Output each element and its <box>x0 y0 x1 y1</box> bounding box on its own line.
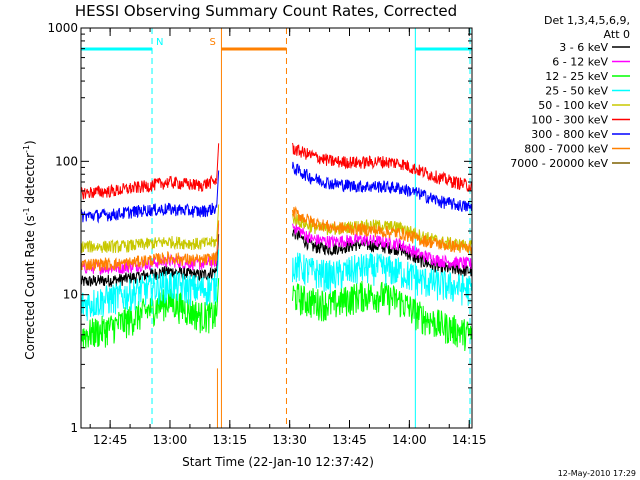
x-tick-label-4: 13:45 <box>332 433 367 447</box>
series-6-spike <box>216 170 220 208</box>
x-axis-label: Start Time (22-Jan-10 12:37:42) <box>182 455 374 469</box>
series-4-before <box>80 235 217 254</box>
series-3-spike <box>216 249 220 287</box>
legend-label-7: 800 - 7000 keV <box>524 143 608 156</box>
y-tick-label-0: 1 <box>70 421 78 435</box>
series-6-before <box>80 202 217 224</box>
legend-label-1: 6 - 12 keV <box>552 56 608 69</box>
legend-label-2: 12 - 25 keV <box>545 70 608 83</box>
series-layer <box>80 142 472 428</box>
series-0-after <box>292 227 472 277</box>
legend-label-8: 7000 - 20000 keV <box>510 157 608 170</box>
y-tick-label-3: 1000 <box>47 21 78 35</box>
series-5-after <box>292 142 472 193</box>
series-6-after <box>292 161 472 212</box>
legend-label-5: 100 - 300 keV <box>531 114 608 127</box>
x-tick-label-0: 12:45 <box>93 433 128 447</box>
legend-label-0: 3 - 6 keV <box>559 41 608 54</box>
legend-header-line-2: Att 0 <box>604 28 630 41</box>
plot-frame <box>80 27 473 429</box>
legend: Det 1,3,4,5,6,9, Att 0 3 - 6 keV 6 - 12 k… <box>510 14 630 170</box>
x-tick-label-1: 13:00 <box>153 433 188 447</box>
series-5-spike <box>216 143 220 181</box>
series-0-spike <box>216 234 220 272</box>
series-3-before <box>80 270 217 321</box>
legend-header-line-1: Det 1,3,4,5,6,9, <box>544 14 630 27</box>
series-3-after <box>292 252 472 306</box>
series-2-spike <box>216 278 220 316</box>
series-7-after <box>292 205 472 256</box>
event-label-N: N <box>156 37 163 48</box>
series-2-after <box>292 280 472 352</box>
x-tick-label-5: 14:00 <box>392 433 427 447</box>
legend-label-4: 50 - 100 keV <box>538 99 608 112</box>
x-tick-label-6: 14:15 <box>452 433 487 447</box>
x-tick-label-2: 13:15 <box>213 433 248 447</box>
x-tick-label-3: 13:30 <box>272 433 307 447</box>
series-4-spike <box>216 204 220 242</box>
y-axis-label: Corrected Count Rate (s-1 detector-1) <box>22 140 37 359</box>
axes: 1 10 100 1000 12:45 13:00 13:15 13:30 13:45 14:00… <box>47 21 486 447</box>
series-2-before <box>80 288 217 349</box>
legend-label-3: 25 - 50 keV <box>545 85 608 98</box>
series-7-before <box>80 251 217 272</box>
legend-label-6: 300 - 800 keV <box>531 128 608 141</box>
series-5-before <box>80 174 217 200</box>
y-tick-label-1: 10 <box>63 288 78 302</box>
y-tick-label-2: 100 <box>55 154 78 168</box>
event-label-S: S <box>209 37 215 48</box>
series-1-after <box>292 222 472 270</box>
chart-title: HESSI Observing Summary Count Rates, Cor… <box>75 2 457 20</box>
generation-date: 12-May-2010 17:29 <box>558 469 636 478</box>
series-7-spike <box>216 220 220 258</box>
